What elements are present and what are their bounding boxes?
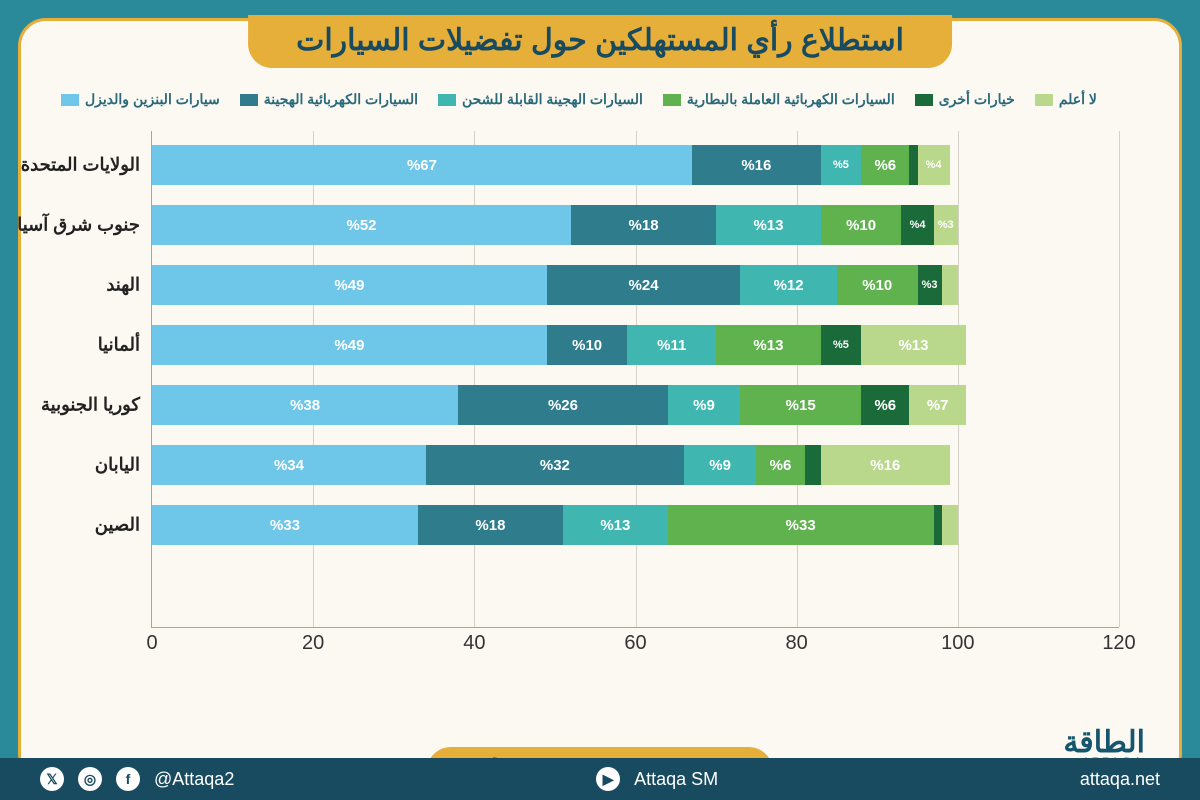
x-tick-label: 20 (302, 632, 324, 655)
bar-segment: %13 (716, 325, 821, 365)
legend: سيارات البنزين والديزل السيارات الكهربائي… (61, 91, 1139, 108)
bar-segment (805, 445, 821, 485)
legend-label: خيارات أخرى (939, 91, 1015, 108)
row-label: ألمانيا (98, 335, 140, 356)
bar-segment: %32 (426, 445, 684, 485)
bar-segment: %16 (692, 145, 821, 185)
bar-segment: %13 (861, 325, 966, 365)
plot-area: 020406080100120الولايات المتحدة%67%16%5%… (151, 131, 1119, 628)
legend-item: سيارات البنزين والديزل (61, 91, 220, 108)
bar-segment: %3 (918, 265, 942, 305)
bar-segment (942, 505, 958, 545)
legend-swatch (61, 94, 79, 106)
x-tick-label: 60 (624, 632, 646, 655)
social-left: 𝕏 ◎ f @Attaqa2 (40, 767, 234, 791)
social-mid: ▶ Attaqa SM (596, 767, 718, 791)
bar-segment: %11 (627, 325, 716, 365)
chart-area: 020406080100120الولايات المتحدة%67%16%5%… (151, 131, 1119, 664)
bar-segment: %33 (668, 505, 934, 545)
legend-item: خيارات أخرى (915, 91, 1015, 108)
social-handle: @Attaqa2 (154, 769, 234, 790)
bar-segment: %12 (740, 265, 837, 305)
bar-row: ألمانيا%49%10%11%13%5%13 (152, 325, 1119, 365)
legend-label: سيارات البنزين والديزل (85, 91, 220, 108)
bar-segment: %10 (821, 205, 902, 245)
chart-card: استطلاع رأي المستهلكين حول تفضيلات السيا… (18, 18, 1182, 782)
youtube-icon: ▶ (596, 767, 620, 791)
bar-row: اليابان%34%32%9%6%16 (152, 445, 1119, 485)
bar-segment: %5 (821, 145, 861, 185)
legend-swatch (438, 94, 456, 106)
bar-segment: %33 (152, 505, 418, 545)
legend-swatch (915, 94, 933, 106)
bar-segment: %15 (740, 385, 861, 425)
bar-segment: %26 (458, 385, 668, 425)
facebook-icon: f (116, 767, 140, 791)
bar-segment: %6 (861, 385, 909, 425)
legend-item: السيارات الكهربائية الهجينة (240, 91, 418, 108)
bar-segment: %4 (918, 145, 950, 185)
chart-title: استطلاع رأي المستهلكين حول تفضيلات السيا… (248, 15, 952, 68)
bar-segment: %24 (547, 265, 740, 305)
bar-segment: %9 (684, 445, 757, 485)
bar-row: الهند%49%24%12%10%3 (152, 265, 1119, 305)
legend-item: السيارات الكهربائية العاملة بالبطارية (663, 91, 895, 108)
row-label: اليابان (95, 455, 140, 476)
x-tick-label: 100 (941, 632, 974, 655)
bar-segment (934, 505, 942, 545)
row-label: جنوب شرق آسيا (17, 215, 140, 236)
legend-swatch (1035, 94, 1053, 106)
row-label: الهند (106, 275, 140, 296)
legend-label: السيارات الكهربائية الهجينة (264, 91, 418, 108)
social-bar: 𝕏 ◎ f @Attaqa2 ▶ Attaqa SM attaqa.net (0, 758, 1200, 800)
bar-segment: %34 (152, 445, 426, 485)
bar-segment: %4 (901, 205, 933, 245)
bar-segment: %10 (837, 265, 918, 305)
legend-label: لا أعلم (1059, 91, 1097, 108)
bar-segment: %52 (152, 205, 571, 245)
bar-segment: %3 (934, 205, 958, 245)
social-right: attaqa.net (1080, 769, 1160, 790)
row-label: الولايات المتحدة (21, 155, 140, 176)
x-tick-label: 120 (1102, 632, 1135, 655)
bar-segment: %18 (571, 205, 716, 245)
bar-row: الصين%33%18%13%33 (152, 505, 1119, 545)
legend-swatch (240, 94, 258, 106)
bar-segment: %13 (563, 505, 668, 545)
bar-segment (909, 145, 917, 185)
social-youtube: Attaqa SM (634, 769, 718, 790)
x-tick-label: 0 (146, 632, 157, 655)
bar-segment: %13 (716, 205, 821, 245)
brand-name-ar: الطاقة (1063, 725, 1145, 760)
legend-item: السيارات الهجينة القابلة للشحن (438, 91, 643, 108)
legend-label: السيارات الكهربائية العاملة بالبطارية (687, 91, 895, 108)
legend-item: لا أعلم (1035, 91, 1097, 108)
social-site: attaqa.net (1080, 769, 1160, 790)
bar-segment: %67 (152, 145, 692, 185)
legend-swatch (663, 94, 681, 106)
bar-segment (942, 265, 958, 305)
bar-segment: %38 (152, 385, 458, 425)
x-icon: 𝕏 (40, 767, 64, 791)
gridline (1119, 131, 1120, 627)
bar-segment: %10 (547, 325, 628, 365)
bar-row: جنوب شرق آسيا%52%18%13%10%4%3 (152, 205, 1119, 245)
bar-segment: %7 (909, 385, 965, 425)
bar-segment: %5 (821, 325, 861, 365)
bar-segment: %49 (152, 265, 547, 305)
bar-segment: %18 (418, 505, 563, 545)
x-tick-label: 80 (786, 632, 808, 655)
bar-segment: %6 (756, 445, 804, 485)
bar-segment: %9 (668, 385, 741, 425)
bar-row: كوريا الجنوبية%38%26%9%15%6%7 (152, 385, 1119, 425)
bar-row: الولايات المتحدة%67%16%5%6%4 (152, 145, 1119, 185)
bar-segment: %49 (152, 325, 547, 365)
row-label: كوريا الجنوبية (41, 395, 140, 416)
instagram-icon: ◎ (78, 767, 102, 791)
legend-label: السيارات الهجينة القابلة للشحن (462, 91, 643, 108)
bar-segment: %6 (861, 145, 909, 185)
bar-segment: %16 (821, 445, 950, 485)
row-label: الصين (95, 515, 140, 536)
x-tick-label: 40 (463, 632, 485, 655)
